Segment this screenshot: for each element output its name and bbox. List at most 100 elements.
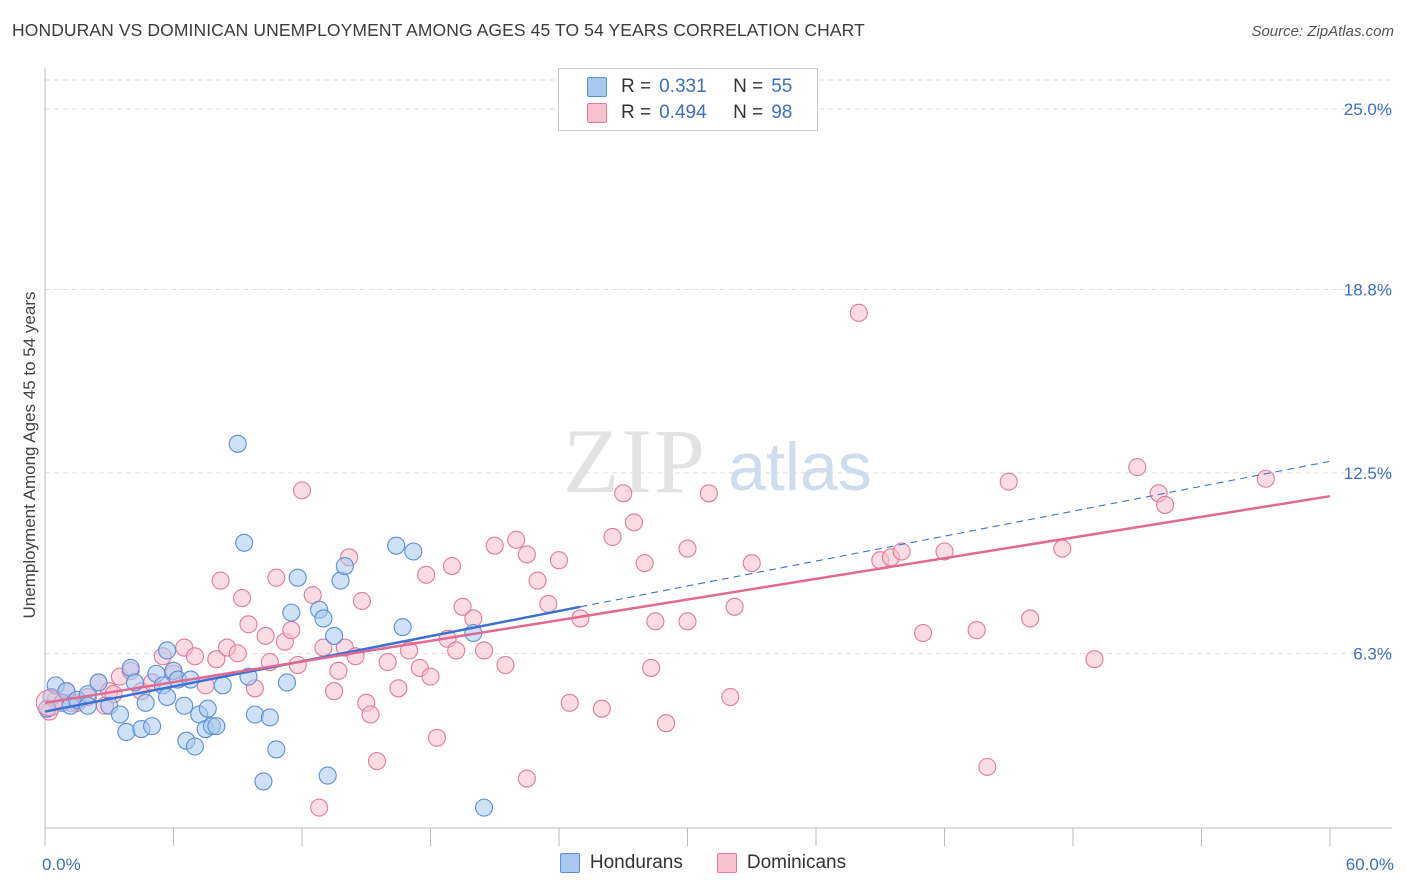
dominican-point	[539, 594, 558, 613]
dominican-point	[421, 667, 440, 686]
dominican-point	[592, 699, 611, 718]
honduran-point	[117, 722, 136, 742]
data-points	[35, 303, 1275, 817]
honduran-point	[78, 696, 97, 715]
dominican-point	[185, 647, 204, 666]
dominican-point	[560, 693, 579, 712]
dominican-point	[528, 571, 547, 590]
legend-swatch-dominicans	[587, 103, 607, 123]
dominican-point	[978, 757, 997, 776]
dominican-point	[239, 615, 258, 634]
dominican-point	[646, 612, 665, 631]
dominican-point	[453, 597, 472, 616]
honduran-point	[260, 708, 279, 727]
dominican-point	[389, 679, 408, 698]
legend-n-label: N =	[733, 102, 764, 123]
dominican-point	[442, 557, 461, 576]
legend-item-dominicans: Dominicans	[716, 852, 846, 874]
honduran-point	[404, 542, 423, 561]
honduran-point	[158, 687, 177, 707]
honduran-point	[175, 696, 194, 715]
y-tick-label: 25.0%	[1344, 100, 1392, 119]
dominican-point	[496, 655, 515, 675]
honduran-point	[325, 626, 344, 645]
dominican-point	[282, 621, 301, 640]
legend-swatch-dominicans	[716, 853, 737, 873]
dominican-point	[999, 472, 1018, 491]
watermark-atlas: atlas	[728, 429, 872, 505]
dominican-point	[507, 530, 526, 549]
honduran-point	[267, 740, 286, 759]
dominican-point	[614, 484, 633, 503]
honduran-point	[387, 536, 406, 555]
y-tick-label: 12.5%	[1344, 464, 1392, 483]
trend-lines	[44, 460, 1331, 713]
honduran-point	[89, 673, 108, 692]
dominican-point	[1021, 609, 1040, 628]
dominican-point	[310, 798, 329, 817]
axes	[44, 68, 1392, 846]
honduran-point	[335, 557, 354, 576]
honduran-point	[207, 717, 226, 736]
tick-labels: 6.3% 12.5% 18.8% 25.0% 0.0% 60.0%	[42, 100, 1394, 874]
honduran-point	[318, 766, 337, 785]
dominican-point	[721, 687, 740, 707]
legend-r-label: R =	[621, 102, 652, 123]
legend-row-dominicans: R = 0.494 N = 98	[587, 100, 792, 126]
y-axis-label: Unemployment Among Ages 45 to 54 years	[20, 291, 39, 619]
dominican-point	[967, 621, 986, 640]
dominican-point	[211, 571, 230, 590]
grid-lines	[45, 79, 1392, 654]
legend-r-value: 0.494	[659, 102, 707, 123]
series-legend: Hondurans Dominicans	[0, 852, 1406, 874]
correlation-legend: R = 0.331 N = 55 R = 0.494 N = 98	[558, 68, 818, 131]
legend-n-value: 98	[771, 102, 793, 123]
dominican-point	[725, 597, 744, 616]
dominican-point	[207, 650, 226, 669]
dominican-point	[892, 542, 911, 561]
honduran-point	[288, 568, 307, 587]
honduran-point	[474, 798, 494, 817]
dominican-point	[549, 551, 569, 570]
dominican-trend-line	[44, 494, 1331, 705]
honduran-point	[254, 772, 273, 791]
dominican-point	[642, 658, 661, 677]
y-tick-label: 6.3%	[1353, 644, 1392, 663]
dominican-point	[849, 303, 868, 322]
honduran-point	[277, 673, 297, 692]
dominican-point	[228, 644, 247, 663]
dominican-point	[367, 752, 387, 771]
dominican-point	[378, 653, 397, 672]
dominican-point	[624, 513, 644, 532]
honduran-point	[314, 609, 333, 628]
dominican-point	[1256, 469, 1275, 488]
dominican-point	[329, 661, 348, 680]
dominican-point	[485, 536, 504, 555]
dominican-point	[742, 554, 761, 573]
legend-r-label: R =	[621, 76, 652, 97]
honduran-point	[228, 434, 247, 453]
honduran-point	[245, 705, 264, 724]
honduran-point	[158, 641, 177, 660]
dominican-point	[267, 568, 286, 587]
honduran-point	[393, 618, 412, 637]
honduran-point	[143, 717, 162, 736]
dominican-point	[232, 589, 252, 608]
dominican-point	[288, 655, 307, 675]
legend-r-value: 0.331	[659, 76, 707, 97]
dominican-point	[256, 626, 275, 645]
honduran-point	[235, 533, 254, 552]
honduran-point	[110, 705, 130, 724]
dominican-point	[678, 539, 697, 558]
honduran-point	[213, 676, 232, 695]
dominican-point	[678, 612, 697, 631]
legend-swatch-hondurans	[559, 853, 580, 873]
dominican-point	[657, 714, 676, 733]
y-tick-label: 18.8%	[1344, 281, 1392, 300]
legend-swatch-hondurans	[587, 77, 607, 97]
dominican-point	[635, 554, 654, 573]
dominican-point	[1053, 539, 1072, 558]
dominican-point	[352, 591, 372, 611]
x-tick-label: 0.0%	[42, 855, 81, 874]
legend-item-hondurans: Hondurans	[559, 852, 683, 874]
